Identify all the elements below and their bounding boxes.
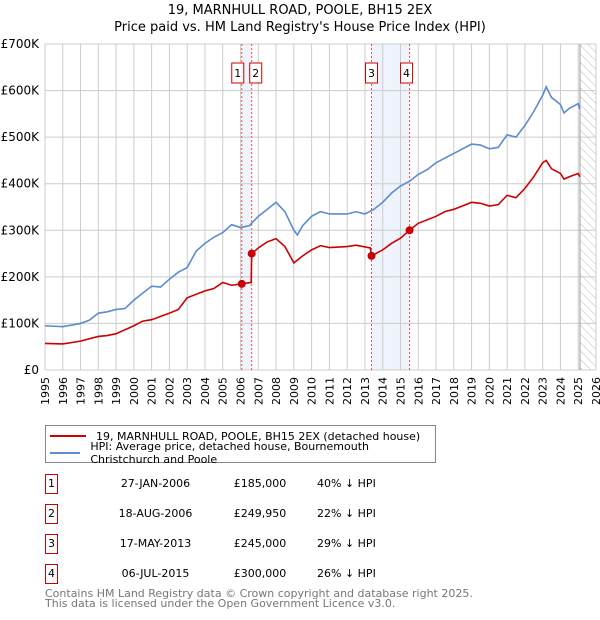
chart-subtitle: Price paid vs. HM Land Registry's House …: [114, 20, 486, 35]
x-tick-label: 1999: [110, 377, 123, 405]
x-tick-label: 2001: [146, 377, 159, 405]
x-tick-label: 2016: [412, 377, 425, 405]
table-row: 4 06-JUL-2015 £300,000 26% ↓ HPI: [45, 564, 445, 584]
y-tick-label: £400K: [1, 177, 41, 191]
sale-price: £185,000: [233, 477, 287, 490]
sale-point: [247, 249, 256, 258]
marker-badge: 1: [45, 474, 58, 494]
series-line: [44, 159, 581, 345]
y-tick-label: £0: [24, 363, 39, 377]
marker-badge: 4: [45, 564, 58, 584]
y-tick-label: £600K: [1, 84, 41, 98]
x-tick-label: 1998: [92, 377, 105, 405]
x-tick-label: 2014: [377, 377, 390, 405]
hpi-diff: 22% ↓ HPI: [317, 507, 376, 520]
chart-title: 19, MARNHULL ROAD, POOLE, BH15 2EX: [167, 3, 433, 18]
x-tick-label: 2003: [181, 377, 194, 405]
x-tick-label: 2007: [252, 377, 265, 405]
x-tick-label: 2020: [483, 377, 496, 405]
series-line: [44, 84, 581, 328]
legend: 19, MARNHULL ROAD, POOLE, BH15 2EX (deta…: [45, 425, 436, 466]
x-tick-label: 2012: [341, 377, 354, 405]
x-tick-label: 2010: [306, 377, 319, 405]
price-chart: 1995 1996 1997 1998 1999 2000 2001 2002 2003 2004…: [1, 37, 600, 405]
shaded-range: [241, 44, 252, 370]
x-tick-label: 2004: [199, 377, 212, 405]
sale-date: 27-JAN-2006: [120, 477, 191, 490]
sale-badge-label: 1: [234, 67, 241, 80]
marker-badge: 2: [45, 504, 58, 524]
x-tick-label: 2022: [519, 377, 532, 405]
sale-point: [237, 279, 246, 288]
footer-line-2: This data is licensed under the Open Gov…: [45, 597, 396, 610]
legend-item-property: 19, MARNHULL ROAD, POOLE, BH15 2EX (deta…: [50, 428, 420, 444]
x-tick-label: 1997: [75, 377, 88, 405]
x-tick-label: 2002: [163, 377, 176, 405]
marker-badge: 3: [45, 534, 58, 554]
sale-badge-label: 4: [403, 67, 410, 80]
table-row: 1 27-JAN-2006 £185,000 40% ↓ HPI: [45, 474, 445, 494]
sale-price: £249,950: [233, 507, 287, 520]
table-row: 3 17-MAY-2013 £245,000 29% ↓ HPI: [45, 534, 445, 554]
sale-badge: [249, 62, 263, 84]
x-tick-label: 2006: [235, 377, 248, 405]
table-row: 2 18-AUG-2006 £249,950 22% ↓ HPI: [45, 504, 445, 524]
sale-price: £245,000: [233, 537, 287, 550]
sale-badge: [231, 62, 245, 84]
sale-date: 06-JUL-2015: [121, 567, 190, 580]
y-tick-label: £500K: [1, 130, 41, 144]
x-tick-label: 2011: [323, 377, 336, 405]
legend-swatch-red: [50, 435, 86, 437]
sale-badge: [400, 62, 414, 84]
x-tick-label: 2008: [270, 377, 283, 405]
sale-badge-label: 3: [368, 67, 375, 80]
hpi-diff: 26% ↓ HPI: [317, 567, 376, 580]
x-tick-label: 2023: [537, 377, 550, 405]
legend-item-hpi: HPI: Average price, detached house, Bour…: [50, 440, 435, 466]
x-tick-label: 2015: [394, 377, 407, 405]
x-tick-label: 2000: [128, 377, 141, 405]
y-tick-label: £200K: [1, 270, 41, 284]
hpi-diff: 29% ↓ HPI: [317, 537, 376, 550]
footer: Contains HM Land Registry data © Crown c…: [45, 587, 473, 610]
x-tick-label: 1996: [57, 377, 70, 405]
x-tick-label: 2019: [466, 377, 479, 405]
legend-label: HPI: Average price, detached house, Bour…: [90, 440, 369, 466]
sale-badge-label: 2: [252, 67, 259, 80]
hpi-diff: 40% ↓ HPI: [317, 477, 376, 490]
legend-label: 19, MARNHULL ROAD, POOLE, BH15 2EX (deta…: [96, 429, 421, 443]
y-tick-label: £300K: [1, 223, 41, 237]
forecast-hatch: [580, 44, 596, 370]
y-tick-label: £100K: [1, 316, 41, 330]
legend-swatch-blue: [50, 452, 81, 454]
x-tick-label: 2017: [430, 377, 443, 405]
sale-point: [367, 251, 376, 260]
x-tick-label: 2026: [590, 377, 600, 405]
y-tick-label: £700K: [1, 37, 41, 51]
sale-price: £300,000: [233, 567, 287, 580]
x-tick-label: 2025: [572, 377, 585, 405]
x-tick-label: 2018: [448, 377, 461, 405]
x-tick-label: 2005: [217, 377, 230, 405]
x-tick-label: 1995: [39, 377, 52, 405]
footer-line-1: Contains HM Land Registry data © Crown c…: [45, 587, 473, 600]
x-tick-label: 2013: [359, 377, 372, 405]
sale-date: 18-AUG-2006: [118, 507, 193, 520]
x-tick-label: 2021: [501, 377, 514, 405]
sale-point: [405, 226, 414, 235]
x-tick-label: 2009: [288, 377, 301, 405]
x-tick-label: 2024: [554, 377, 567, 405]
sale-date: 17-MAY-2013: [119, 537, 192, 550]
sale-badge: [365, 62, 379, 84]
